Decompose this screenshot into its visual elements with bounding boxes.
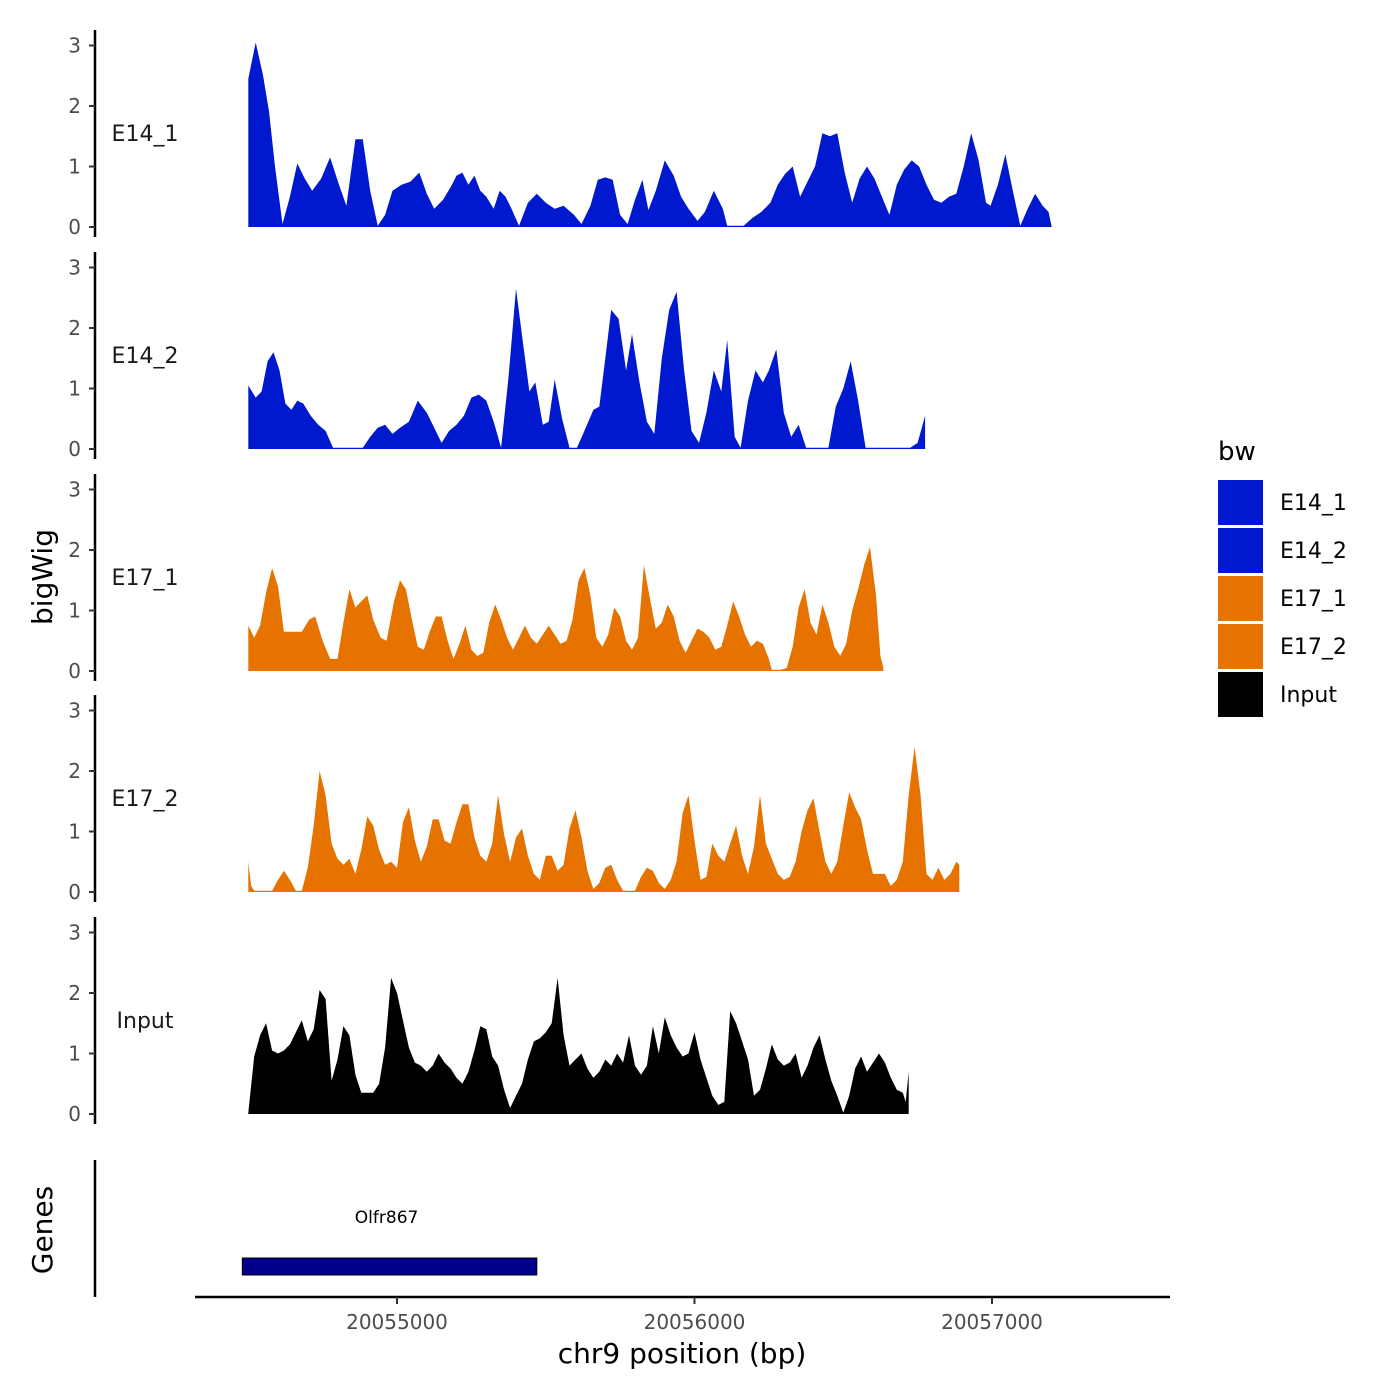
gene-label: Olfr867	[355, 1208, 419, 1228]
y-tick-label: 1	[68, 377, 81, 401]
legend-label-input: Input	[1280, 683, 1337, 708]
track-panel-input: 0 1 2 3 Input	[68, 917, 909, 1126]
track-label-e14_2: E14_2	[112, 344, 179, 369]
legend-title: bw	[1218, 437, 1256, 467]
x-tick-label: 20055000	[346, 1310, 448, 1334]
y-tick-label: 1	[68, 599, 81, 623]
y-tick-label: 1	[68, 155, 81, 179]
legend-label-e17_1: E17_1	[1280, 587, 1347, 612]
y-tick-label: 3	[68, 921, 81, 945]
y-tick-label: 3	[68, 699, 81, 723]
y-tick-label: 2	[68, 538, 81, 562]
legend-swatch-e14_1	[1218, 480, 1263, 525]
track-panel-e17_1: 0 1 2 3 E17_1	[68, 474, 884, 683]
legend: bw E14_1 E14_2 E17_1 E17_2 Input	[1218, 437, 1347, 717]
y-tick-label: 2	[68, 981, 81, 1005]
genes-axis-title: Genes	[26, 1186, 59, 1274]
legend-swatch-e14_2	[1218, 528, 1263, 573]
track-label-e17_1: E17_1	[112, 566, 179, 591]
track-label-e17_2: E17_2	[112, 787, 179, 812]
y-tick-label: 3	[68, 478, 81, 502]
x-axis-title: chr9 position (bp)	[558, 1337, 807, 1370]
y-tick-label: 1	[68, 820, 81, 844]
signal-area-input	[248, 977, 909, 1114]
y-tick-label: 1	[68, 1042, 81, 1066]
gene-bar-olfr867	[241, 1257, 538, 1276]
track-label-input: Input	[117, 1009, 174, 1034]
legend-swatch-e17_1	[1218, 576, 1263, 621]
y-tick-label: 0	[68, 1102, 81, 1126]
legend-label-e14_1: E14_1	[1280, 491, 1347, 516]
signal-area-e17_2	[248, 746, 960, 892]
track-panel-e14_2: 0 1 2 3 E14_2	[68, 252, 926, 461]
signal-area-e14_1	[248, 42, 1052, 227]
x-tick-label: 20057000	[941, 1310, 1043, 1334]
y-tick-label: 0	[68, 659, 81, 683]
y-tick-label: 0	[68, 215, 81, 239]
y-tick-label: 2	[68, 759, 81, 783]
y-tick-label: 2	[68, 316, 81, 340]
legend-label-e17_2: E17_2	[1280, 635, 1347, 660]
x-tick-label: 20056000	[644, 1310, 746, 1334]
y-tick-label: 0	[68, 437, 81, 461]
signal-area-e17_1	[248, 547, 884, 671]
y-axis-title: bigWig	[26, 529, 59, 625]
track-panel-e14_1: 0 1 2 3 E14_1	[68, 30, 1052, 239]
legend-swatch-e17_2	[1218, 624, 1263, 669]
y-tick-label: 2	[68, 94, 81, 118]
track-label-e14_1: E14_1	[112, 122, 179, 147]
track-panel-e17_2: 0 1 2 3 E17_2	[68, 695, 960, 904]
signal-area-e14_2	[248, 288, 926, 449]
legend-swatch-input	[1218, 672, 1263, 717]
legend-label-e14_2: E14_2	[1280, 539, 1347, 564]
y-tick-label: 3	[68, 256, 81, 280]
genes-panel: Olfr867	[93, 1160, 538, 1297]
y-tick-label: 0	[68, 880, 81, 904]
y-tick-label: 3	[68, 34, 81, 58]
